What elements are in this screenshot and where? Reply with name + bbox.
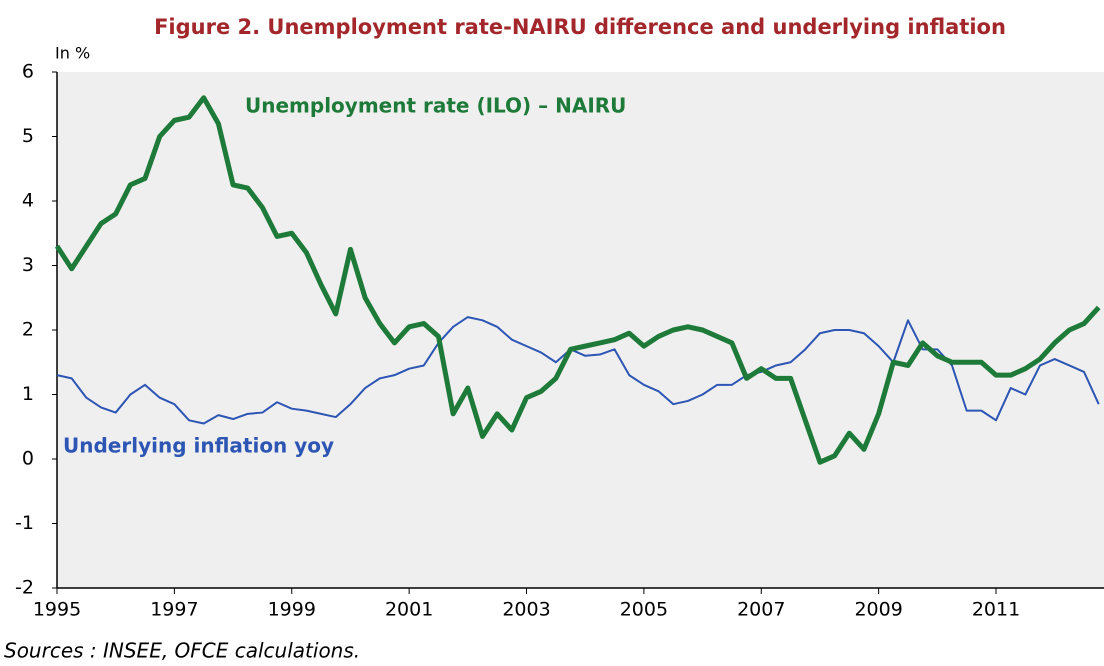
x-tick-label: 2003 [502,599,550,621]
x-tick-label: 2005 [620,599,668,621]
x-tick-label: 2001 [385,599,433,621]
legend-label: Unemployment rate (ILO) – NAIRU [245,94,626,118]
chart-title: Figure 2. Unemployment rate-NAIRU differ… [154,15,1006,39]
y-tick-label: 3 [22,254,34,276]
y-tick-label: 6 [22,61,34,83]
y-axis-label: In % [55,44,90,63]
source: Sources : INSEE, OFCE calculations. [4,639,360,663]
data-line [54,95,1101,465]
y-tick-label: -1 [15,512,34,534]
y-tick-label: 1 [22,383,34,405]
x-tick-label: 2011 [972,599,1020,621]
x-tick-label: 1995 [33,599,81,621]
x-tick-label: 1997 [150,599,198,621]
data-line [56,316,1100,425]
x-tick-label: 2007 [737,599,785,621]
y-tick-label: 0 [22,448,34,470]
y-tick-label: 5 [22,125,34,147]
plot-background [57,72,1104,588]
y-tick-label: -2 [15,577,34,599]
y-tick-label: 2 [22,319,34,341]
x-tick-label: 1999 [268,599,316,621]
legend-label: Underlying inflation yoy [63,434,334,458]
x-tick-label: 2009 [854,599,902,621]
y-tick-label: 4 [22,190,34,212]
